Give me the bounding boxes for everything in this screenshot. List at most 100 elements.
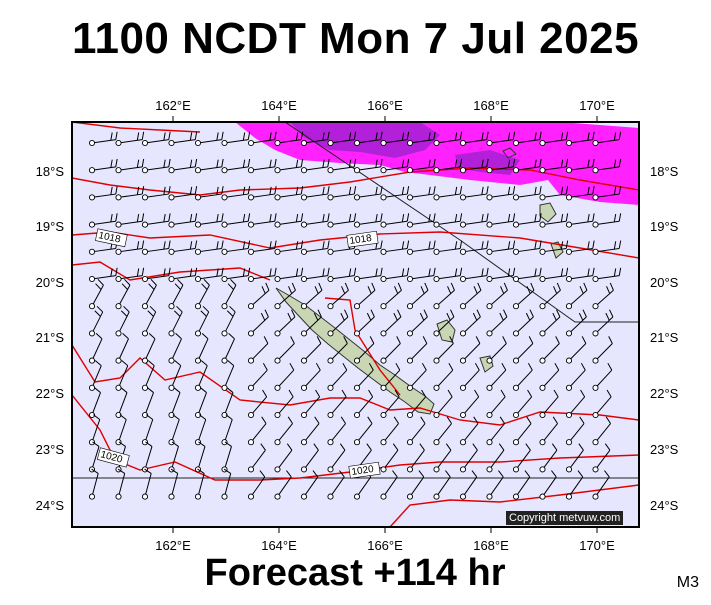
wind-barb xyxy=(486,443,505,473)
wind-barb xyxy=(327,186,357,201)
wind-barb xyxy=(565,389,586,419)
lat-label: 19°S xyxy=(650,219,679,234)
wind-barb xyxy=(168,213,198,228)
wind-barb xyxy=(194,414,207,446)
wind-barb xyxy=(247,158,277,174)
wind-barb xyxy=(592,131,622,147)
wind-barb xyxy=(300,186,330,201)
lon-label: 164°E xyxy=(261,538,297,553)
wind-barb xyxy=(115,387,128,419)
wind-barb xyxy=(221,414,233,446)
wind-barb xyxy=(512,131,542,147)
wind-barb xyxy=(221,387,234,419)
wind-barb xyxy=(433,240,463,255)
wind-barb xyxy=(512,443,531,473)
wind-barb xyxy=(433,213,463,228)
wind-barb xyxy=(221,240,251,255)
wind-barb xyxy=(486,336,507,364)
wind-barb xyxy=(274,213,304,228)
wind-barb xyxy=(274,362,295,391)
wind-barb xyxy=(88,267,118,283)
wind-barb xyxy=(300,362,321,391)
wind-barb xyxy=(406,389,427,419)
map-frame xyxy=(71,121,640,528)
wind-barb xyxy=(274,240,304,255)
wind-barb xyxy=(141,278,157,310)
wind-barb xyxy=(380,336,401,364)
lat-label: 18°S xyxy=(36,164,65,179)
wind-barb xyxy=(406,213,436,228)
wind-barb xyxy=(327,362,348,391)
wind-barb xyxy=(406,158,436,174)
wind-barb xyxy=(194,267,224,283)
lat-label: 21°S xyxy=(650,330,679,345)
lat-label: 23°S xyxy=(36,442,65,457)
wind-barb xyxy=(300,158,330,174)
wind-barb xyxy=(380,309,402,337)
wind-barb xyxy=(194,468,205,500)
wind-barb xyxy=(592,186,622,201)
wind-barb xyxy=(274,186,304,201)
wind-barb xyxy=(115,186,145,201)
wind-barb xyxy=(592,267,622,283)
wind-barb xyxy=(406,267,436,283)
wind-barb xyxy=(300,267,330,283)
wind-barb xyxy=(459,131,489,147)
wind-barb xyxy=(247,131,277,147)
wind-barb xyxy=(247,309,269,337)
wind-barb xyxy=(565,267,595,283)
wind-barb xyxy=(300,336,322,364)
wind-barb xyxy=(327,416,346,446)
wind-barb xyxy=(141,267,171,283)
wind-barb xyxy=(406,443,425,473)
wind-barb xyxy=(141,213,171,228)
wind-barb xyxy=(194,278,210,310)
wind-barb xyxy=(406,282,429,310)
wind-barb xyxy=(512,240,542,255)
wind-barb xyxy=(221,267,251,283)
rain-area-heavy xyxy=(290,122,440,158)
wind-barb xyxy=(88,332,103,364)
wind-barb xyxy=(459,213,489,228)
wind-barb xyxy=(486,213,516,228)
wind-barb xyxy=(433,443,452,473)
wind-barb xyxy=(565,158,595,174)
wind-barb xyxy=(274,158,304,174)
wind-barb xyxy=(141,186,171,201)
wind-barb xyxy=(380,131,410,147)
lon-label: 166°E xyxy=(367,538,403,553)
wind-barb xyxy=(539,131,569,147)
wind-barb xyxy=(512,470,531,500)
wind-barb xyxy=(300,470,319,500)
wind-barb xyxy=(168,332,182,364)
wind-barb xyxy=(168,360,182,391)
wind-barb xyxy=(353,362,374,391)
wind-barb xyxy=(194,186,224,201)
wind-barb xyxy=(88,468,99,500)
wind-barb xyxy=(88,213,118,228)
wind-barb xyxy=(512,267,542,283)
wind-barb xyxy=(221,158,251,174)
isobar xyxy=(72,122,201,133)
lat-label: 21°S xyxy=(36,330,65,345)
wind-barb xyxy=(565,213,595,228)
wind-barb xyxy=(274,470,292,500)
isobar-label: 1018 xyxy=(349,233,373,247)
wind-barb xyxy=(115,332,129,364)
wind-barb xyxy=(88,305,104,337)
wind-barb xyxy=(221,332,235,364)
wind-barb xyxy=(592,362,613,391)
wind-barb xyxy=(486,267,516,283)
wind-barb xyxy=(353,309,375,337)
wind-barb xyxy=(512,336,534,364)
lat-label: 24°S xyxy=(36,498,65,513)
wind-barb xyxy=(539,443,558,473)
wind-barb xyxy=(592,282,614,310)
wind-barb xyxy=(274,443,293,473)
wind-barb xyxy=(327,282,349,310)
wind-barb xyxy=(565,443,584,473)
wind-barb xyxy=(486,416,505,446)
wind-barb xyxy=(327,158,357,174)
wind-barb xyxy=(592,416,611,446)
wind-barb xyxy=(300,240,330,255)
